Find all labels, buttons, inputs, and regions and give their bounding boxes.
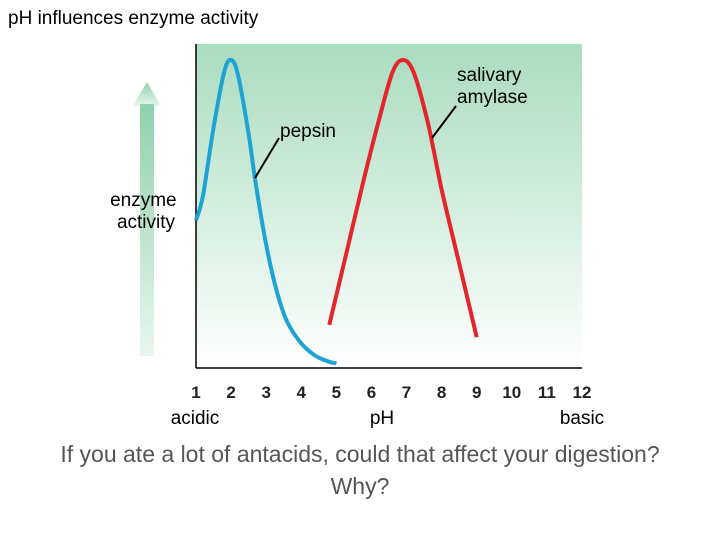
question-line-1: If you ate a lot of antacids, could that… <box>60 441 660 467</box>
x-tick-label: 12 <box>573 383 592 402</box>
y-axis-arrow <box>133 82 161 356</box>
x-tick-label: 11 <box>538 383 556 402</box>
x-tick-label: 3 <box>261 383 270 402</box>
x-tick-label: 4 <box>297 383 307 402</box>
x-tick-label: 6 <box>367 383 376 402</box>
pepsin-callout-line <box>254 137 280 179</box>
x-axis-label: pH <box>370 408 394 429</box>
basic-label: basic <box>560 408 604 429</box>
y-axis-arrowhead <box>133 82 161 106</box>
pepsin-label: pepsin <box>280 121 336 142</box>
x-tick-label: 8 <box>437 383 446 402</box>
discussion-question: If you ate a lot of antacids, could that… <box>0 438 720 502</box>
x-tick-label: 5 <box>332 383 341 402</box>
x-tick-labels: 1 2 3 4 5 6 7 8 9 10 11 12 <box>191 383 591 402</box>
salivary-amylase-label: salivary amylase <box>457 65 528 108</box>
salivary-amylase-curve <box>327 58 479 338</box>
x-tick-label: 7 <box>402 383 411 402</box>
y-axis-label: enzyme activity <box>110 190 182 233</box>
slide-title: pH influences enzyme activity <box>8 8 259 29</box>
series-lines <box>194 57 479 366</box>
question-line-2: Why? <box>330 473 390 499</box>
x-tick-label: 9 <box>472 383 481 402</box>
salivary-amylase-callout-line <box>431 105 457 139</box>
x-tick-label: 2 <box>226 383 235 402</box>
y-axis-arrow-shaft <box>140 104 154 356</box>
x-tick-label: 1 <box>191 383 200 402</box>
x-tick-label: 10 <box>502 383 521 402</box>
annotations: pepsin salivary amylase <box>254 65 528 179</box>
pepsin-curve <box>194 57 337 366</box>
acidic-label: acidic <box>171 408 220 429</box>
